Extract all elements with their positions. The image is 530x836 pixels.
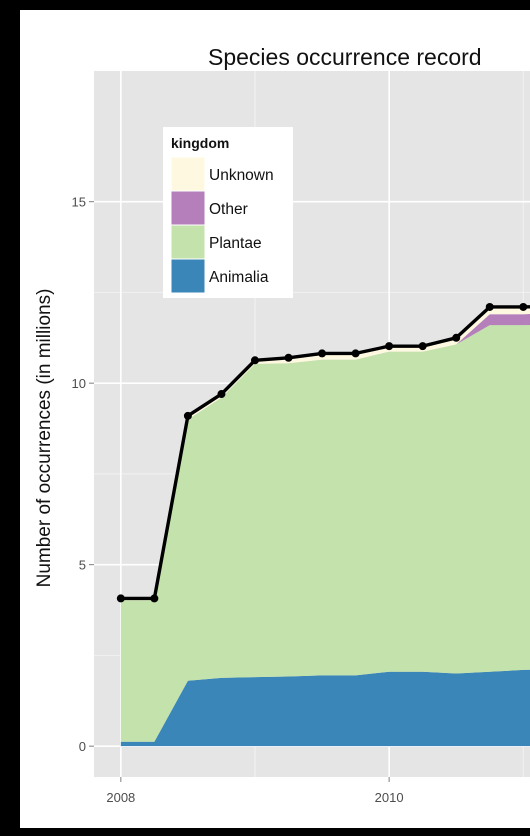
total-point: [318, 349, 327, 358]
y-axis-title: Number of occurrences (in millions): [34, 289, 55, 588]
total-point: [250, 356, 259, 365]
total-point: [418, 342, 427, 351]
total-point: [116, 594, 125, 603]
y-tick-label: 0: [79, 739, 86, 754]
legend-label-other: Other: [209, 201, 248, 218]
total-point: [284, 353, 293, 362]
legend-key-unknown: [170, 156, 206, 192]
area-animalia: [120, 669, 530, 747]
total-point: [183, 411, 192, 420]
total-point: [351, 349, 360, 358]
total-line: [120, 305, 530, 601]
area-plantae: [120, 324, 530, 742]
legend-label-plantae: Plantae: [209, 235, 262, 252]
y-tick-label: 15: [72, 195, 86, 210]
y-tick-label: 10: [72, 376, 86, 391]
x-tick-label: 2008: [106, 790, 135, 805]
frame-left: [0, 0, 20, 836]
total-point: [150, 594, 159, 603]
legend-title: kingdom: [171, 135, 229, 151]
frame-top: [0, 0, 530, 10]
legend-key-other: [170, 190, 206, 226]
chart-title: Species occurrence record: [208, 44, 482, 70]
y-tick-label: 5: [79, 558, 86, 573]
legend-key-plantae: [170, 224, 206, 260]
total-point: [452, 333, 461, 342]
legend-key-animalia: [170, 258, 206, 294]
total-point: [519, 302, 528, 311]
total-point: [485, 302, 494, 311]
x-tick-label: 2010: [375, 790, 404, 805]
total-point: [385, 342, 394, 351]
total-point: [217, 390, 226, 399]
legend-label-unknown: Unknown: [209, 167, 274, 184]
legend-label-animalia: Animalia: [209, 269, 269, 286]
frame-bottom: [0, 828, 530, 836]
